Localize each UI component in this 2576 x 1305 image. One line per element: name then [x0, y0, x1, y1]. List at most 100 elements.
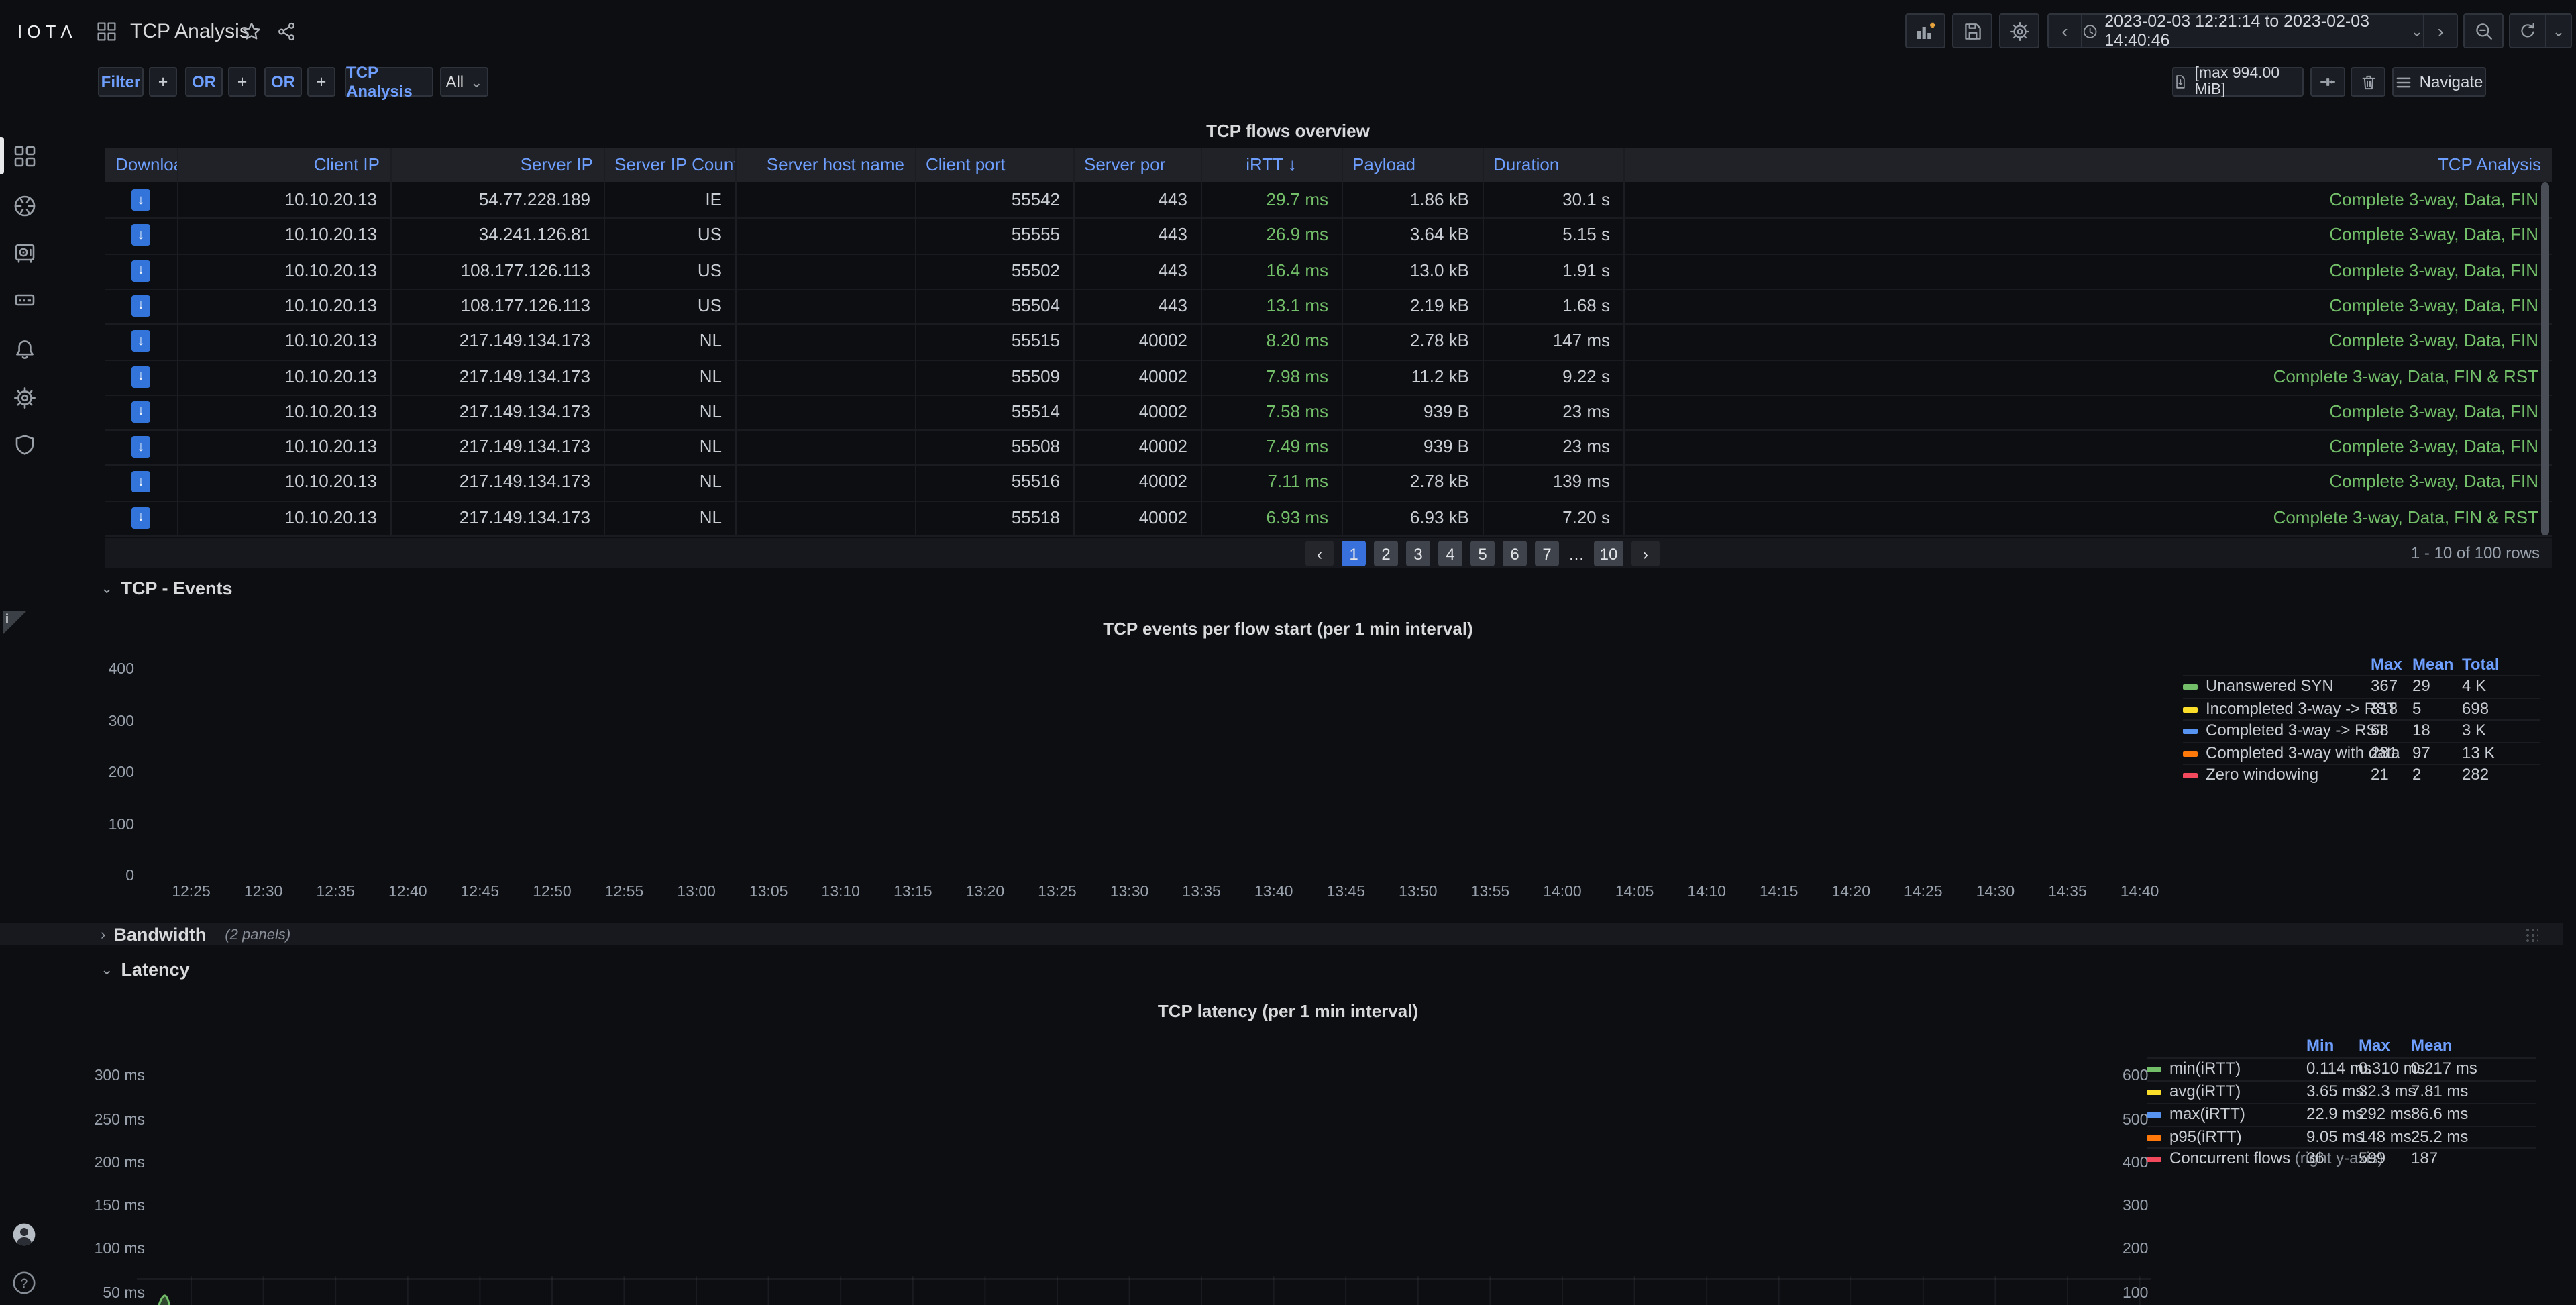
add-panel-button[interactable]	[1905, 13, 1945, 48]
refresh-button[interactable]	[2509, 13, 2546, 48]
right-axis-label: 100	[2123, 1285, 2149, 1301]
legend-stat-min: 3.65 ms	[2306, 1082, 2364, 1100]
user-avatar[interactable]	[12, 1222, 36, 1253]
avatar	[13, 1223, 36, 1246]
delete-button[interactable]	[2351, 67, 2385, 97]
x-axis-label: 12:45	[460, 884, 500, 900]
legend-color-swatch	[2147, 1067, 2161, 1072]
add-filter-button-2[interactable]: +	[228, 67, 256, 97]
pagination-page-4[interactable]: 4	[1438, 541, 1462, 566]
navigate-button[interactable]: Navigate	[2392, 67, 2486, 97]
legend-series-completed-3-way-with-data[interactable]: Completed 3-way with data	[2206, 743, 2400, 762]
legend-series-min-irtt-[interactable]: min(iRTT)	[2169, 1059, 2241, 1078]
section-header-tcp-events[interactable]: ⌄ TCP - Events	[101, 578, 233, 598]
row-drag-handle[interactable]	[2525, 927, 2538, 942]
sidebar-item-dashboards[interactable]	[13, 145, 36, 174]
cell-host	[735, 289, 915, 323]
download-button[interactable]: ↓	[131, 401, 150, 423]
download-button[interactable]: ↓	[131, 471, 150, 493]
download-button[interactable]: ↓	[131, 436, 150, 458]
legend-series-incompleted-3-way-rst[interactable]: Incompleted 3-way -> RST	[2206, 698, 2397, 717]
help-button[interactable]: ?	[12, 1271, 36, 1302]
column-header-irtt[interactable]: iRTT ↓	[1246, 154, 1297, 174]
column-header-country[interactable]: Server IP Country	[614, 154, 735, 174]
pagination-prev-button[interactable]: ‹	[1305, 541, 1334, 566]
legend-color-swatch	[2147, 1135, 2161, 1140]
sidebar-item-settings[interactable]	[13, 386, 36, 416]
sidebar-item-captures[interactable]	[13, 195, 36, 224]
info-icon: i	[5, 612, 9, 625]
or-button-2[interactable]: OR	[264, 67, 302, 97]
time-shift-back-button[interactable]: ‹	[2047, 13, 2082, 48]
column-header-client_port[interactable]: Client port	[926, 154, 1006, 174]
download-button[interactable]: ↓	[131, 366, 150, 387]
pagination-page-3[interactable]: 3	[1406, 541, 1430, 566]
legend-series-max-irtt-[interactable]: max(iRTT)	[2169, 1104, 2245, 1123]
legend-series-zero-windowing[interactable]: Zero windowing	[2206, 765, 2319, 784]
cell-analysis: Complete 3-way, Data, FIN & RST	[2273, 366, 2538, 386]
filter-button[interactable]: Filter	[98, 67, 144, 97]
table-scrollbar[interactable]	[2541, 182, 2549, 535]
apps-icon	[97, 22, 116, 41]
time-shift-forward-button[interactable]: ›	[2423, 13, 2458, 48]
column-header-server_ip[interactable]: Server IP	[520, 154, 593, 174]
legend-series-p95-irtt-[interactable]: p95(iRTT)	[2169, 1127, 2242, 1145]
column-header-duration[interactable]: Duration	[1493, 154, 1560, 174]
column-header-analysis[interactable]: TCP Analysis	[2437, 154, 2541, 174]
column-border	[1623, 148, 1625, 535]
tcp-analysis-variable-button[interactable]: TCP Analysis	[345, 63, 433, 101]
section-row-bandwidth[interactable]: › Bandwidth (2 panels)	[0, 923, 2563, 945]
server-icon	[15, 294, 35, 306]
plus-icon: +	[237, 72, 248, 91]
legend-series-avg-irtt-[interactable]: avg(iRTT)	[2169, 1082, 2241, 1100]
pagination-next-button[interactable]: ›	[1631, 541, 1660, 566]
sidebar-item-admin[interactable]	[13, 433, 36, 463]
add-filter-button-1[interactable]: +	[149, 67, 177, 97]
sidebar-item-alerting[interactable]	[13, 338, 36, 368]
zoom-out-time-button[interactable]	[2463, 13, 2504, 48]
section-label: TCP - Events	[121, 578, 233, 598]
download-button[interactable]: ↓	[131, 224, 150, 246]
download-button[interactable]: ↓	[131, 330, 150, 352]
pagination-page-6[interactable]: 6	[1503, 541, 1527, 566]
pagination-page-1[interactable]: 1	[1342, 541, 1366, 566]
cell-duration: 139 ms	[1552, 471, 1610, 492]
section-header-latency[interactable]: ⌄ Latency	[101, 959, 190, 980]
panel-info-corner[interactable]: i	[3, 611, 27, 635]
dashboard-settings-button[interactable]	[1999, 13, 2039, 48]
column-header-payload[interactable]: Payload	[1352, 154, 1415, 174]
pagination-page-2[interactable]: 2	[1374, 541, 1398, 566]
cell-client_ip: 10.10.20.13	[284, 471, 377, 492]
legend-series-unanswered-syn[interactable]: Unanswered SYN	[2206, 676, 2334, 695]
add-filter-button-3[interactable]: +	[307, 67, 335, 97]
x-axis-label: 13:25	[1038, 884, 1077, 900]
or-button-1[interactable]: OR	[185, 67, 223, 97]
pagination-page-10[interactable]: 10	[1594, 541, 1623, 566]
pagination-page-5[interactable]: 5	[1470, 541, 1495, 566]
app-logo[interactable]: IOTΛ	[17, 21, 77, 42]
column-header-host[interactable]: Server host name	[766, 154, 904, 174]
time-range-picker[interactable]: 2023-02-03 12:21:14 to 2023-02-03 14:40:…	[2081, 12, 2424, 50]
pagination-page-7[interactable]: 7	[1535, 541, 1559, 566]
download-button[interactable]: ↓	[131, 189, 150, 211]
sidebar-item-vault[interactable]	[13, 242, 36, 271]
all-dropdown[interactable]: All ⌄	[440, 67, 488, 97]
refresh-interval-dropdown[interactable]: ⌄	[2545, 13, 2572, 48]
save-dashboard-button[interactable]	[1952, 13, 1992, 48]
sidebar-item-devices[interactable]	[13, 289, 36, 318]
download-button[interactable]: ↓	[131, 295, 150, 317]
column-header-download[interactable]: Download	[115, 154, 177, 174]
plus-icon: +	[158, 72, 168, 91]
fit-time-button[interactable]	[2310, 67, 2345, 97]
share-button[interactable]	[276, 21, 297, 48]
column-header-server_port[interactable]: Server por	[1084, 154, 1166, 174]
download-button[interactable]: ↓	[131, 507, 150, 529]
download-button[interactable]: ↓	[131, 260, 150, 282]
max-size-button[interactable]: [max 994.00 MiB]	[2172, 66, 2304, 98]
legend-series-concurrent-flows[interactable]: Concurrent flows (right y-axis)	[2169, 1149, 2383, 1167]
favorite-button[interactable]	[241, 21, 262, 48]
column-header-client_ip[interactable]: Client IP	[313, 154, 380, 174]
legend-series-completed-3-way-rst[interactable]: Completed 3-way -> RST	[2206, 721, 2387, 739]
table-panel-title: TCP flows overview	[1206, 121, 1370, 141]
